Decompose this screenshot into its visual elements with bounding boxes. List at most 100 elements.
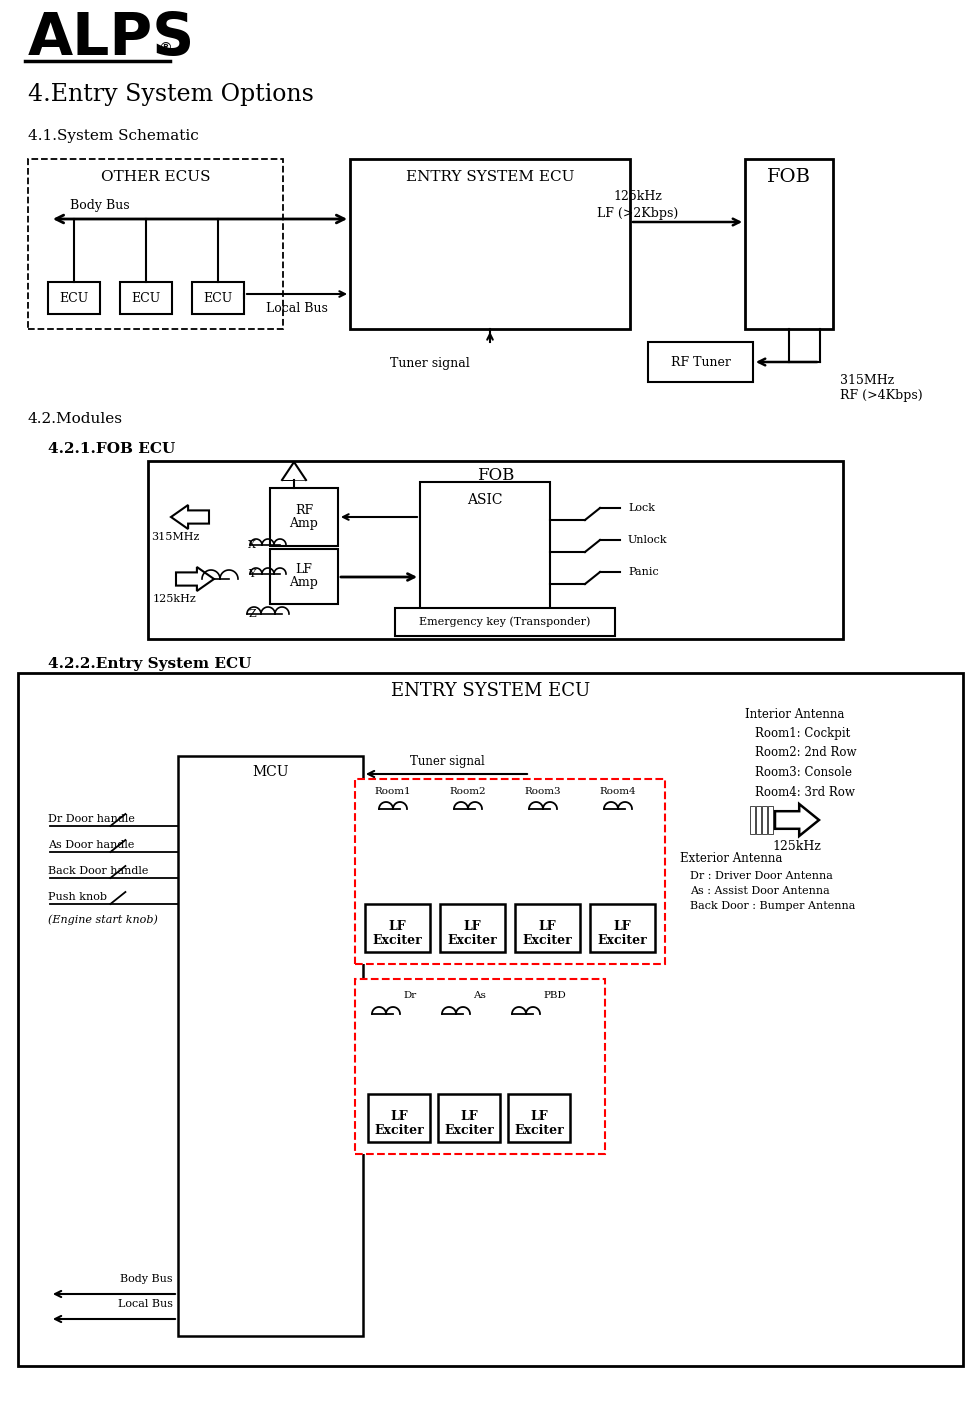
Polygon shape <box>176 567 214 591</box>
Text: LF: LF <box>460 1110 478 1123</box>
Bar <box>365 904 430 952</box>
Text: Back Door : Bumper Antenna: Back Door : Bumper Antenna <box>690 901 855 911</box>
Bar <box>395 608 615 636</box>
Text: Body Bus: Body Bus <box>120 1274 173 1284</box>
Text: Amp: Amp <box>289 516 318 529</box>
Text: Room1: Cockpit: Room1: Cockpit <box>755 727 851 740</box>
Bar <box>178 756 363 1336</box>
Text: Amp: Amp <box>289 575 318 590</box>
Text: LF: LF <box>538 919 555 932</box>
Text: Push knob: Push knob <box>48 892 107 902</box>
Text: As Door handle: As Door handle <box>48 840 134 850</box>
Text: LF: LF <box>463 919 481 932</box>
Text: RF: RF <box>295 503 313 516</box>
Bar <box>148 461 843 639</box>
Text: Dr Door handle: Dr Door handle <box>48 814 135 824</box>
Text: Local Bus: Local Bus <box>266 301 328 314</box>
Text: ALPS: ALPS <box>28 10 195 68</box>
Text: PBD: PBD <box>543 991 566 1001</box>
Text: Exciter: Exciter <box>374 1124 424 1137</box>
Text: MCU: MCU <box>252 765 288 779</box>
Bar <box>355 978 605 1154</box>
Bar <box>368 1094 430 1143</box>
Text: Room3: Room3 <box>524 788 561 796</box>
Text: ECU: ECU <box>59 291 88 304</box>
Text: (Engine start knob): (Engine start knob) <box>48 915 158 925</box>
Text: Exciter: Exciter <box>522 933 572 946</box>
Text: 125kHz: 125kHz <box>773 840 821 854</box>
Bar <box>515 904 580 952</box>
Text: 315MHz: 315MHz <box>151 532 199 542</box>
Text: 4.Entry System Options: 4.Entry System Options <box>28 82 314 106</box>
Text: Y: Y <box>249 568 256 578</box>
Text: FOB: FOB <box>767 168 811 187</box>
Bar <box>590 904 655 952</box>
Bar <box>762 806 767 834</box>
Text: Local Bus: Local Bus <box>118 1299 173 1309</box>
Text: ECU: ECU <box>131 291 160 304</box>
Bar <box>440 904 505 952</box>
Text: Exciter: Exciter <box>444 1124 494 1137</box>
Bar <box>508 1094 570 1143</box>
Text: Body Bus: Body Bus <box>70 199 129 212</box>
Bar <box>18 673 963 1366</box>
Bar <box>745 158 833 329</box>
Text: OTHER ECUS: OTHER ECUS <box>101 170 211 184</box>
Text: 4.2.1.FOB ECU: 4.2.1.FOB ECU <box>48 443 175 455</box>
Text: Room1: Room1 <box>375 788 412 796</box>
Text: 125kHz: 125kHz <box>153 594 197 604</box>
Text: Room4: 3rd Row: Room4: 3rd Row <box>755 786 854 799</box>
Bar <box>438 1094 500 1143</box>
Polygon shape <box>171 505 209 529</box>
Text: 4.1.System Schematic: 4.1.System Schematic <box>28 129 199 143</box>
Bar <box>756 806 761 834</box>
Text: Exciter: Exciter <box>447 933 497 946</box>
Text: ENTRY SYSTEM ECU: ENTRY SYSTEM ECU <box>391 682 590 700</box>
Bar <box>355 779 665 964</box>
Bar <box>120 281 172 314</box>
Text: RF Tuner: RF Tuner <box>671 355 730 369</box>
Bar <box>48 281 100 314</box>
Text: Emergency key (Transponder): Emergency key (Transponder) <box>419 617 590 628</box>
Text: LF: LF <box>614 919 631 932</box>
Bar <box>192 281 244 314</box>
Text: Exciter: Exciter <box>372 933 421 946</box>
Text: LF (>2Kbps): LF (>2Kbps) <box>597 206 679 219</box>
Text: FOB: FOB <box>477 468 515 485</box>
Text: ASIC: ASIC <box>467 493 503 508</box>
Text: Tuner signal: Tuner signal <box>410 755 485 768</box>
Text: ECU: ECU <box>203 291 233 304</box>
Text: ENTRY SYSTEM ECU: ENTRY SYSTEM ECU <box>406 170 574 184</box>
Text: Unlock: Unlock <box>628 534 668 544</box>
Text: Z: Z <box>249 609 256 619</box>
Bar <box>270 549 338 604</box>
Text: LF: LF <box>390 1110 408 1123</box>
Bar <box>28 158 283 329</box>
Text: Interior Antenna: Interior Antenna <box>745 707 845 721</box>
Text: As: As <box>473 991 486 1001</box>
Text: Room2: 2nd Row: Room2: 2nd Row <box>755 747 856 759</box>
Text: As : Assist Door Antenna: As : Assist Door Antenna <box>690 887 830 896</box>
Bar <box>420 482 550 622</box>
Text: Tuner signal: Tuner signal <box>390 358 470 370</box>
Text: Exciter: Exciter <box>597 933 647 946</box>
Text: Lock: Lock <box>628 503 655 513</box>
Text: X: X <box>249 540 256 550</box>
Text: Exterior Antenna: Exterior Antenna <box>680 853 783 865</box>
Text: Room3: Console: Room3: Console <box>755 766 852 779</box>
Text: LF: LF <box>295 563 313 575</box>
Text: Room2: Room2 <box>450 788 486 796</box>
Text: 4.2.2.Entry System ECU: 4.2.2.Entry System ECU <box>48 658 251 672</box>
Text: LF: LF <box>388 919 406 932</box>
Polygon shape <box>775 805 819 836</box>
Text: 125kHz: 125kHz <box>614 189 662 202</box>
Text: Room4: Room4 <box>600 788 636 796</box>
Bar <box>270 488 338 546</box>
Text: Back Door handle: Back Door handle <box>48 865 149 877</box>
Bar <box>750 806 755 834</box>
Bar <box>350 158 630 329</box>
Text: 315MHz: 315MHz <box>840 375 894 387</box>
Text: 4.2.Modules: 4.2.Modules <box>28 411 123 426</box>
Text: Dr: Dr <box>403 991 417 1001</box>
Text: Exciter: Exciter <box>514 1124 564 1137</box>
